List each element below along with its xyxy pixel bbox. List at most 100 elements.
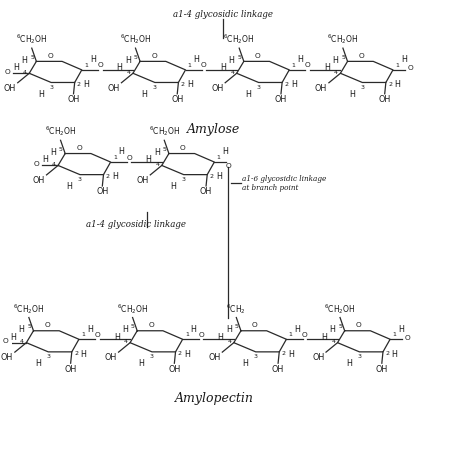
Text: 1: 1 [84,63,88,68]
Text: OH: OH [4,84,16,93]
Text: 5: 5 [341,55,345,60]
Text: Amylose: Amylose [187,123,241,136]
Text: OH: OH [272,365,284,374]
Text: 2: 2 [388,82,392,87]
Text: H: H [193,55,200,64]
Text: $^6$CH$_2$OH: $^6$CH$_2$OH [223,32,255,46]
Text: H: H [242,359,248,368]
Text: O: O [407,65,413,72]
Text: $^6$CH$_2$OH: $^6$CH$_2$OH [327,32,359,46]
Text: H: H [154,148,160,157]
Text: OH: OH [379,95,391,104]
Text: H: H [38,90,44,99]
Text: O: O [255,53,261,59]
Text: H: H [90,55,96,64]
Text: 3: 3 [150,354,154,359]
Text: 5: 5 [27,324,31,329]
Text: H: H [187,80,193,89]
Text: $^6$CH$_2$OH: $^6$CH$_2$OH [148,125,180,138]
Text: 4: 4 [230,70,234,75]
Text: H: H [18,325,24,334]
Text: H: H [226,325,232,334]
Text: OH: OH [171,95,183,104]
Text: 3: 3 [254,354,258,359]
Text: H: H [142,90,147,99]
Text: OH: OH [211,84,223,93]
Text: H: H [401,55,407,64]
Text: 5: 5 [134,55,138,60]
Text: H: H [220,63,226,72]
Text: $^6$CH$_2$OH: $^6$CH$_2$OH [45,125,76,138]
Text: O: O [180,145,186,151]
Text: $^6$CH$_2$: $^6$CH$_2$ [227,302,246,316]
Text: O: O [201,63,207,68]
Text: H: H [83,80,89,89]
Text: H: H [122,325,128,334]
Text: H: H [117,63,123,72]
Text: H: H [118,147,125,156]
Text: 2: 2 [74,351,78,356]
Text: OH: OH [312,353,324,362]
Text: 1: 1 [392,332,396,337]
Text: H: H [13,63,19,72]
Text: a1-6 glycosidic linkage
at branch point: a1-6 glycosidic linkage at branch point [242,175,326,192]
Text: H: H [216,173,222,182]
Text: O: O [198,332,204,338]
Text: $^6$CH$_2$OH: $^6$CH$_2$OH [324,302,356,316]
Text: 3: 3 [46,354,50,359]
Text: H: H [81,350,86,359]
Text: 4: 4 [127,70,131,75]
Text: H: H [346,359,352,368]
Text: O: O [404,335,410,341]
Text: H: H [398,325,404,334]
Text: H: H [222,147,228,156]
Text: O: O [45,322,50,328]
Text: O: O [359,53,365,59]
Text: H: H [392,350,398,359]
Text: H: H [146,155,151,164]
Text: OH: OH [376,365,388,374]
Text: 4: 4 [334,70,338,75]
Text: $^6$CH$_2$OH: $^6$CH$_2$OH [117,302,148,316]
Text: 1: 1 [292,63,295,68]
Text: O: O [148,322,154,328]
Text: Amylopectin: Amylopectin [174,392,254,405]
Text: H: H [170,182,176,191]
Text: OH: OH [275,95,287,104]
Text: 3: 3 [78,177,82,182]
Text: H: H [191,325,197,334]
Text: O: O [356,322,362,328]
Text: 4: 4 [155,162,159,167]
Text: 2: 2 [181,82,185,87]
Text: 5: 5 [30,55,34,60]
Text: $^6$CH$_2$OH: $^6$CH$_2$OH [120,32,151,46]
Text: 4: 4 [228,339,231,344]
Text: O: O [126,155,132,161]
Text: O: O [225,163,231,169]
Text: O: O [151,53,157,59]
Text: H: H [245,90,251,99]
Text: 5: 5 [338,324,342,329]
Text: OH: OH [168,365,181,374]
Text: H: H [114,332,120,341]
Text: 3: 3 [360,85,365,90]
Text: O: O [97,63,103,68]
Text: a1-4 glycosidic linkage: a1-4 glycosidic linkage [173,10,273,19]
Text: H: H [321,332,327,341]
Text: H: H [332,56,338,65]
Text: H: H [87,325,93,334]
Text: 2: 2 [178,351,182,356]
Text: H: H [294,325,301,334]
Text: H: H [139,359,145,368]
Text: H: H [394,80,401,89]
Text: O: O [5,69,11,75]
Text: 5: 5 [235,324,238,329]
Text: OH: OH [1,353,13,362]
Text: O: O [252,322,258,328]
Text: OH: OH [137,176,148,185]
Text: 1: 1 [113,155,117,160]
Text: 2: 2 [106,173,110,179]
Text: 5: 5 [59,147,63,152]
Text: $^6$CH$_2$OH: $^6$CH$_2$OH [16,32,47,46]
Text: 5: 5 [131,324,135,329]
